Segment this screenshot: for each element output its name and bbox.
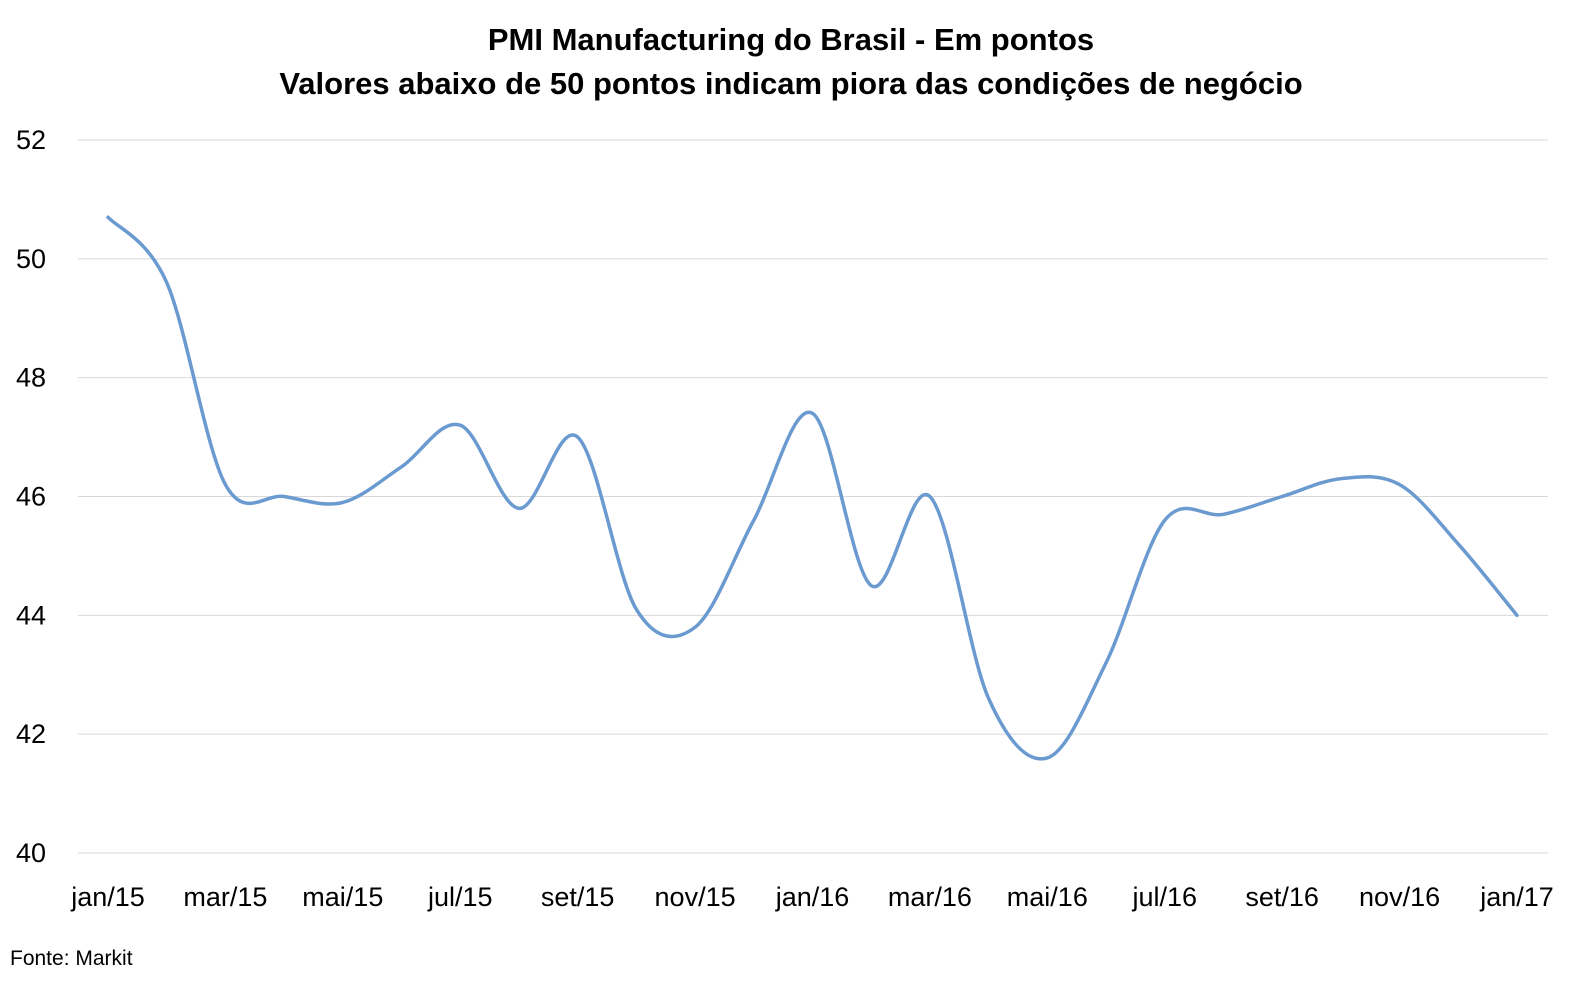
x-tick-label: nov/16 [1359, 882, 1440, 912]
data-point [752, 518, 756, 522]
x-tick-label: jul/16 [1131, 882, 1197, 912]
data-point [517, 506, 521, 510]
data-point [576, 435, 580, 439]
data-point [987, 697, 991, 701]
x-tick-label: jan/17 [1479, 882, 1554, 912]
data-point [1398, 483, 1402, 487]
data-point [869, 584, 873, 588]
data-point [1104, 661, 1108, 665]
data-point [693, 625, 697, 629]
data-point [1221, 512, 1225, 516]
data-point [1280, 495, 1284, 499]
data-point [634, 607, 638, 611]
data-point [1339, 477, 1343, 481]
y-tick-label: 48 [16, 363, 46, 393]
x-tick-label: mai/16 [1007, 882, 1088, 912]
data-point [400, 465, 404, 469]
data-point [811, 411, 815, 415]
data-point [223, 483, 227, 487]
data-point [341, 500, 345, 504]
y-tick-label: 46 [16, 482, 46, 512]
series-line [106, 215, 1519, 761]
x-tick-label: jan/15 [70, 882, 145, 912]
y-tick-label: 52 [16, 125, 46, 155]
y-tick-label: 50 [16, 244, 46, 274]
data-point [458, 423, 462, 427]
y-tick-label: 42 [16, 719, 46, 749]
y-tick-label: 40 [16, 838, 46, 868]
source-note: Fonte: Markit [10, 947, 133, 970]
y-tick-label: 44 [16, 600, 46, 630]
data-point [1045, 756, 1049, 760]
x-tick-label: mai/15 [302, 882, 383, 912]
x-tick-label: jul/15 [427, 882, 493, 912]
x-tick-label: set/15 [541, 882, 615, 912]
data-point [165, 281, 169, 285]
x-tick-label: mar/15 [183, 882, 267, 912]
x-tick-label: nov/15 [655, 882, 736, 912]
data-point [1456, 542, 1460, 546]
data-point [1515, 613, 1519, 617]
x-tick-label: mar/16 [888, 882, 972, 912]
data-point [1163, 518, 1167, 522]
data-point [106, 215, 110, 219]
x-tick-label: set/16 [1245, 882, 1319, 912]
chart-subtitle: Valores abaixo de 50 pontos indicam pior… [279, 66, 1303, 101]
x-tick-label: jan/16 [775, 882, 850, 912]
data-point [928, 495, 932, 499]
data-point [282, 495, 286, 499]
chart-title: PMI Manufacturing do Brasil - Em pontos [487, 22, 1095, 57]
